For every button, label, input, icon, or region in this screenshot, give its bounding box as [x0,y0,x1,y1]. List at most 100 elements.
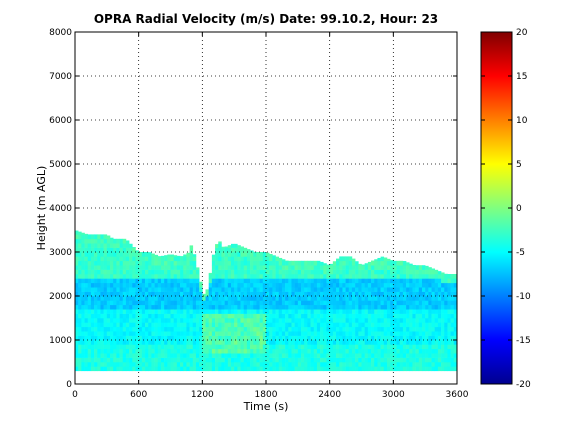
heatmap-cell [371,357,375,363]
heatmap-cell [132,252,136,257]
heatmap-cell [332,318,337,323]
heatmap-cell [304,353,308,358]
heatmap-cell [208,274,213,279]
heatmap-cell [342,260,346,266]
heatmap-cell [227,344,232,350]
heatmap-cell [154,331,159,336]
heatmap-cell [138,366,143,372]
heatmap-cell [406,313,410,319]
heatmap-cell [129,362,133,367]
heatmap-cell [113,274,117,279]
heatmap-cell [94,366,98,372]
heatmap-cell [75,296,79,301]
heatmap-cell [103,340,108,345]
heatmap-cell [266,357,270,363]
heatmap-cell [237,287,241,292]
heatmap-cell [399,326,404,332]
heatmap-cell [374,331,378,336]
heatmap-cell [113,256,117,262]
heatmap-cell [81,331,85,336]
heatmap-cell [307,335,311,341]
heatmap-cell [441,282,445,288]
heatmap-cell [78,287,82,292]
heatmap-cell [78,326,82,332]
heatmap-cell [167,274,171,279]
heatmap-cell [106,340,111,345]
heatmap-cell [148,304,152,310]
heatmap-cell [81,278,85,284]
heatmap-cell [441,287,445,292]
heatmap-cell [215,309,219,314]
heatmap-cell [409,353,413,358]
heatmap-cell [447,344,451,350]
heatmap-cell [269,326,273,332]
heatmap-cell [304,260,308,266]
heatmap-cell [278,257,283,262]
heatmap-cell [240,247,245,253]
heatmap-cell [151,256,155,262]
heatmap-cell [160,282,165,288]
heatmap-cell [84,357,89,363]
heatmap-cell [205,309,209,314]
heatmap-cell [390,313,394,319]
heatmap-cell [180,318,184,323]
heatmap-cell [386,331,391,336]
heatmap-cell [297,366,302,372]
heatmap-cell [351,282,356,288]
heatmap-cell [262,296,267,301]
heatmap-cell [437,344,442,350]
heatmap-cell [224,353,229,358]
heatmap-cell [342,282,346,288]
heatmap-cell [355,366,359,372]
heatmap-cell [272,291,276,297]
heatmap-cell [192,254,197,257]
heatmap-cell [269,353,273,358]
heatmap-cell [399,344,404,350]
heatmap-cell [154,296,159,301]
heatmap-cell [230,278,235,284]
heatmap-cell [297,353,302,358]
heatmap-cell [348,318,353,323]
heatmap-cell [329,362,334,367]
heatmap-cell [230,296,235,301]
heatmap-cell [237,291,241,297]
heatmap-cell [135,313,139,319]
heatmap-cell [377,313,381,319]
heatmap-cell [374,291,378,297]
heatmap-cell [281,340,286,345]
heatmap-cell [90,340,95,345]
heatmap-cell [183,353,187,358]
heatmap-cell [428,300,432,306]
heatmap-cell [332,353,337,358]
heatmap-cell [157,265,162,270]
heatmap-cell [412,344,416,350]
heatmap-cell [243,274,248,279]
heatmap-cell [234,296,238,301]
heatmap-cell [189,282,194,288]
heatmap-cell [237,322,241,328]
heatmap-cell [227,304,232,310]
heatmap-cell [100,296,104,301]
heatmap-cell [122,331,127,336]
heatmap-cell [106,344,111,350]
heatmap-cell [141,269,146,275]
heatmap-cell [371,362,375,367]
heatmap-cell [246,318,251,323]
heatmap-cell [297,287,302,292]
heatmap-cell [243,269,248,275]
heatmap-cell [211,340,216,345]
heatmap-cell [230,247,235,253]
heatmap-cell [84,234,89,240]
heatmap-cell [367,261,372,266]
heatmap-cell [358,300,362,306]
heatmap-cell [390,353,394,358]
heatmap-cell [313,322,318,328]
heatmap-cell [310,313,315,319]
heatmap-cell [294,326,299,332]
heatmap-cell [154,304,159,310]
heatmap-cell [329,366,334,372]
heatmap-cell [157,300,162,306]
heatmap-cell [97,247,101,253]
heatmap-cell [106,287,111,292]
heatmap-cell [199,326,203,332]
